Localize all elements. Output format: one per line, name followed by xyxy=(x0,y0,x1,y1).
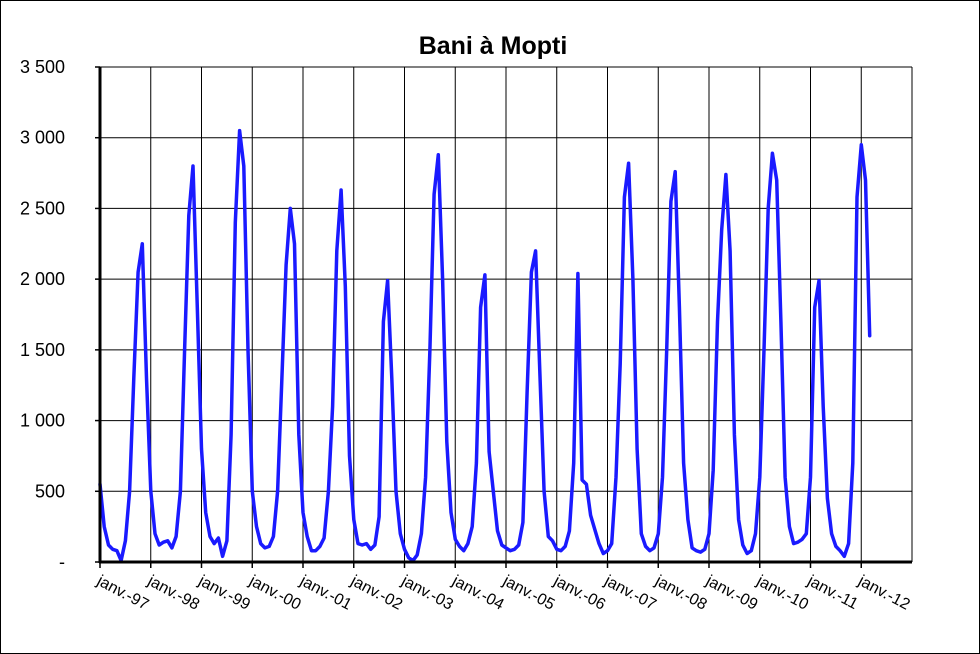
x-tick-label: janv.-12 xyxy=(854,572,912,614)
series-line xyxy=(98,128,872,563)
chart-title: Bani à Mopti xyxy=(419,32,568,60)
x-tick-label: janv.-10 xyxy=(753,572,811,614)
x-tick-label: janv.-97 xyxy=(93,572,151,614)
series-group xyxy=(98,128,872,563)
y-tick-label: 3 000 xyxy=(20,128,65,148)
x-tick-label: janv.-99 xyxy=(195,572,253,614)
x-tick-label: janv.-06 xyxy=(550,572,608,614)
x-tick-label: janv.-05 xyxy=(499,572,557,614)
x-tick-label: janv.-01 xyxy=(296,572,354,614)
x-tick-label: janv.-00 xyxy=(245,572,303,614)
y-tick-label: 1 500 xyxy=(20,340,65,360)
x-tick-label: janv.-08 xyxy=(651,572,709,614)
x-tick-label: janv.-11 xyxy=(804,572,861,613)
x-tick-label: janv.-03 xyxy=(398,572,456,614)
x-tick-label: janv.-98 xyxy=(144,572,202,614)
y-tick-label: 1 000 xyxy=(20,411,65,431)
y-axis-ticks: - 500 1 000 1 500 2 000 2 500 3 000 3 500 xyxy=(20,57,100,572)
x-tick-label: janv.-07 xyxy=(601,572,659,614)
y-tick-label: 2 000 xyxy=(20,269,65,289)
x-axis-ticks: janv.-97janv.-98janv.-99janv.-00janv.-01… xyxy=(93,562,913,614)
x-tick-label: janv.-09 xyxy=(702,572,760,614)
x-tick-label: janv.-04 xyxy=(448,572,506,614)
y-tick-label: - xyxy=(59,552,65,572)
y-tick-label: 3 500 xyxy=(20,57,65,77)
axes xyxy=(98,67,912,564)
gridlines xyxy=(100,66,913,562)
y-tick-label: 500 xyxy=(35,481,65,501)
x-tick-label: janv.-02 xyxy=(347,572,405,614)
y-tick-label: 2 500 xyxy=(20,198,65,218)
